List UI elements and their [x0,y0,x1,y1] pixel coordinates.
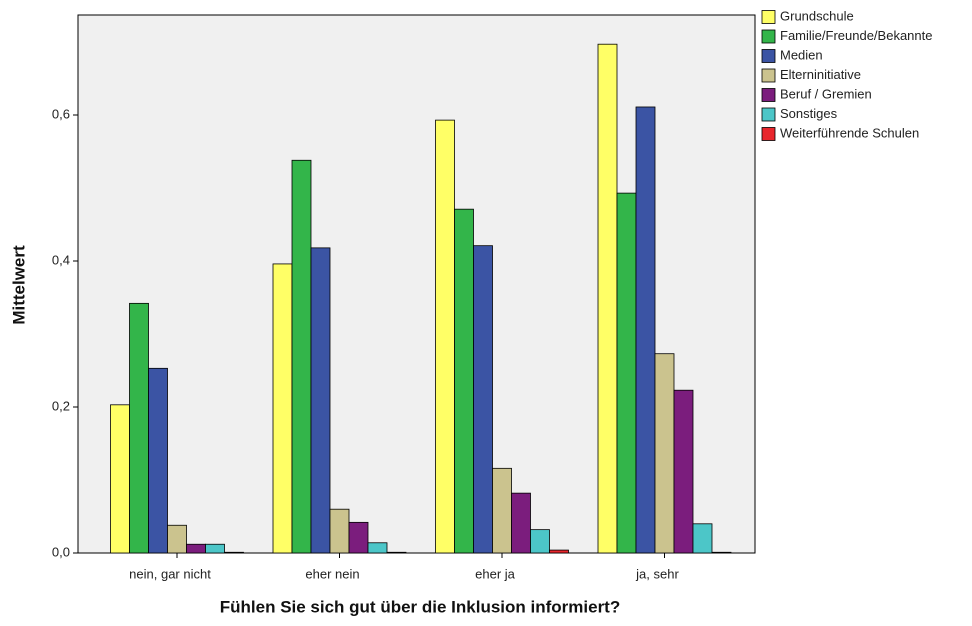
bar [530,529,550,554]
bar [129,302,149,554]
bar [148,367,168,554]
y-tick-label: 0,2 [52,398,70,413]
bar [205,543,225,554]
legend-label: Grundschule [780,8,854,23]
x-tick-label: nein, gar nicht [129,566,211,581]
bar [435,119,455,554]
legend-swatch [761,29,776,44]
x-axis-title: Fühlen Sie sich gut über die Inklusion i… [220,597,620,616]
bar [473,245,493,554]
y-tick-label: 0,6 [52,106,70,121]
bar [511,492,531,554]
bar [367,542,388,554]
bar [272,263,293,554]
bar [386,551,407,554]
x-tick-label: ja, sehr [635,566,679,581]
bar [186,543,206,554]
legend-swatch [761,107,776,122]
bar [291,159,312,554]
y-axis-title: Mittelwert [9,245,28,325]
bar [454,208,474,554]
legend-swatch [761,49,776,63]
legend-swatch [761,127,776,141]
y-tick-label: 0,4 [52,252,70,267]
bar [224,551,244,554]
legend-label: Familie/Freunde/Bekannte [780,28,932,43]
legend-swatch [761,10,776,24]
bar [110,404,130,554]
legend-label: Weiterführende Schulen [780,125,919,140]
bar [635,106,656,554]
y-tick-label: 0,0 [52,544,70,559]
bar [597,43,618,554]
bar [673,389,694,554]
x-tick-label: eher ja [475,566,516,581]
legend-label: Beruf / Gremien [780,86,872,101]
legend-label: Medien [780,47,823,62]
bar [310,247,331,554]
legend-swatch [761,88,776,102]
bar [348,521,369,554]
legend-label: Sonstiges [780,106,838,121]
bar [616,192,637,554]
legend-label: Elterninitiative [780,67,861,82]
x-tick-label: eher nein [305,566,359,581]
bar [654,353,675,554]
legend-swatch [761,68,776,83]
bar [329,508,350,554]
bar [549,549,569,554]
bar [492,467,512,554]
bar [692,523,713,554]
bar [711,551,732,554]
bar [167,524,187,554]
